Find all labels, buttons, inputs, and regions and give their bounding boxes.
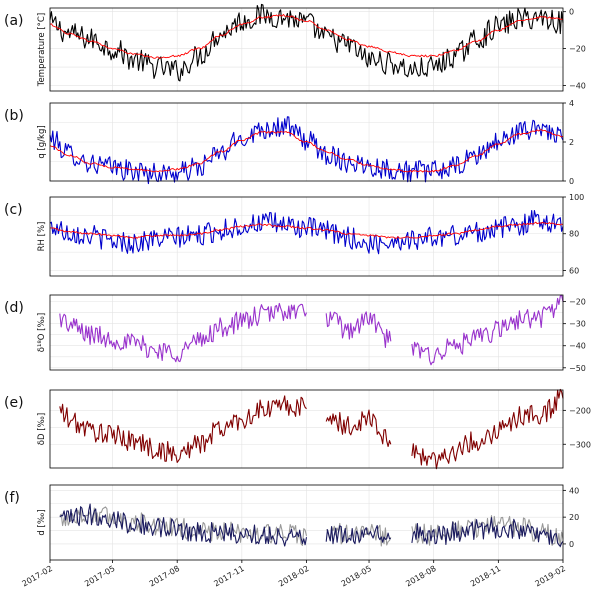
xtick-label-8: 2019-02 — [534, 564, 567, 589]
panel-f: 40 20 0 (f) d [‰] — [4, 484, 579, 561]
axis-label-e: δD [‰] — [37, 413, 47, 446]
xtick-label-1: 2017-05 — [83, 564, 116, 589]
panel-b: 0 2 4 (b) q [g/kg] — [4, 99, 574, 186]
ytick-label-f-0: 40 — [569, 486, 579, 495]
xtick-label-5: 2018-05 — [340, 564, 373, 589]
ytick-label-d-3: −50 — [569, 364, 586, 373]
panel-e: −200 −300 (e) δD [‰] — [4, 388, 591, 470]
ytick-label-c-1: 80 — [569, 230, 579, 239]
series-line-c-1 — [50, 221, 564, 239]
series-line-a-0 — [49, 3, 564, 82]
axes-frame-d — [49, 294, 564, 371]
series-line-b-0 — [49, 116, 564, 185]
axes-frame-e — [49, 389, 564, 469]
panel-d: −20 −30 −40 −50 (d) δ¹⁸O [‰] — [4, 294, 586, 373]
xtick-label-4: 2018-02 — [277, 564, 310, 589]
panel-label-c: (c) — [4, 202, 23, 218]
ytick-label-c-0: 100 — [569, 193, 584, 202]
series-line-a-1 — [49, 13, 564, 60]
xtick-label-0: 2017-02 — [21, 564, 54, 589]
axis-label-c: RH [%] — [37, 222, 47, 252]
axis-label-b: q [g/kg] — [37, 125, 47, 158]
ytick-label-f-1: 20 — [569, 513, 579, 522]
ytick-label-a-1: −20 — [569, 45, 586, 54]
axis-label-a: Temperature [°C] — [37, 13, 47, 87]
ytick-label-c-2: 60 — [569, 266, 579, 275]
panel-label-d: (d) — [4, 300, 24, 316]
panel-label-f: (f) — [4, 490, 20, 506]
panel-c: 100 80 60 (c) RH [%] — [4, 193, 584, 277]
panel-label-e: (e) — [4, 395, 24, 411]
xtick-label-7: 2018-11 — [469, 564, 502, 589]
panel-label-a: (a) — [4, 13, 24, 29]
ytick-label-b-2: 4 — [569, 99, 574, 108]
xtick-label-3: 2017-11 — [212, 564, 245, 589]
series-line-d-0 — [59, 294, 564, 366]
ytick-label-d-1: −30 — [569, 320, 586, 329]
ytick-label-b-1: 2 — [569, 138, 574, 147]
ytick-label-d-2: −40 — [569, 342, 586, 351]
panel-a: 0 −20 −40 (a) Temperature [°C] — [4, 3, 586, 92]
xtick-label-2: 2017-08 — [148, 564, 181, 589]
ytick-label-e-1: −300 — [569, 440, 591, 449]
series-line-f-1 — [59, 503, 564, 547]
series-line-b-1 — [49, 129, 564, 173]
ytick-label-d-0: −20 — [569, 298, 586, 307]
series-line-c-0 — [49, 209, 564, 255]
axis-label-f: d [‰] — [37, 509, 47, 535]
axes-frame-a — [49, 7, 564, 92]
ytick-label-e-0: −200 — [569, 406, 591, 415]
xtick-label-6: 2018-08 — [404, 564, 437, 589]
ytick-label-f-2: 0 — [569, 540, 574, 549]
ytick-label-a-2: −40 — [569, 81, 586, 90]
series-line-e-0 — [59, 388, 564, 470]
ytick-label-a-0: 0 — [569, 8, 574, 17]
panel-label-b: (b) — [4, 108, 24, 124]
axes-frame-c — [49, 196, 564, 277]
axis-label-d: δ¹⁸O [‰] — [37, 313, 47, 352]
ytick-label-b-0: 0 — [569, 177, 574, 186]
